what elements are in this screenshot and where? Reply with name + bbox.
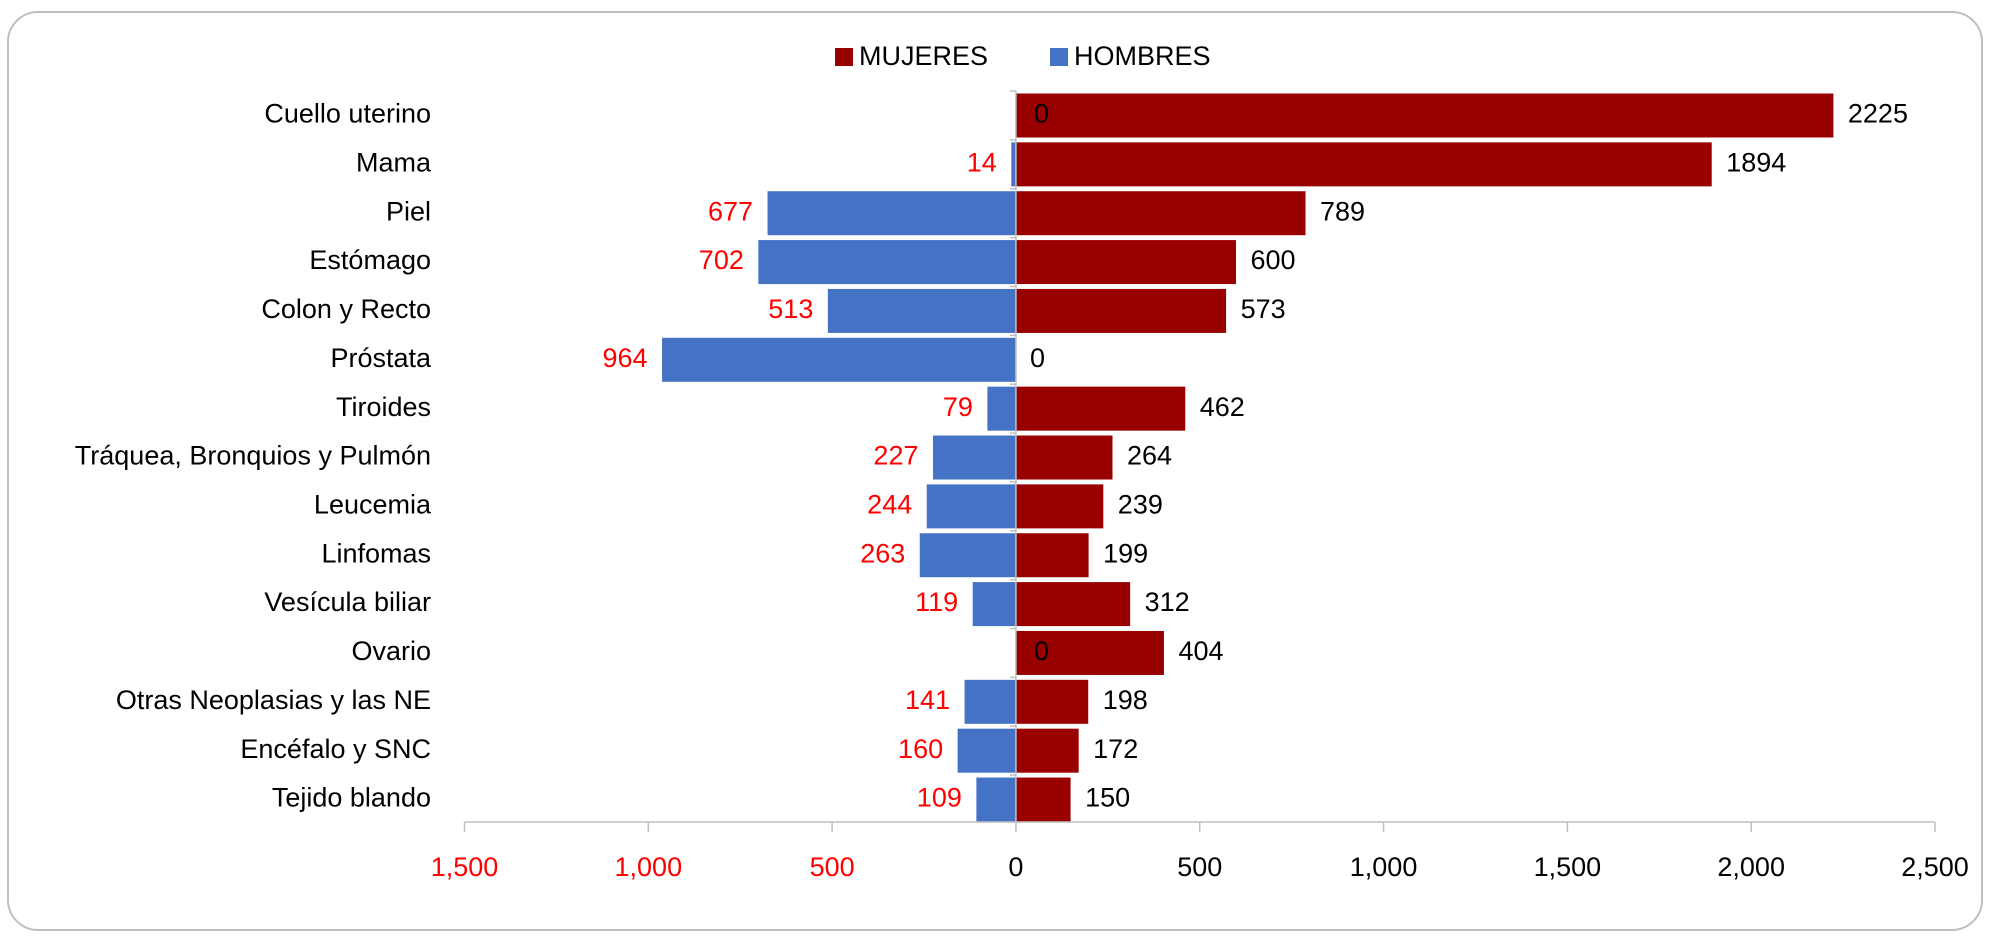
- data-label: 677: [708, 196, 753, 226]
- bar: [925, 483, 1017, 530]
- legend-swatch: [835, 48, 853, 66]
- category-label: Mama: [356, 147, 432, 177]
- data-label: 964: [602, 343, 647, 373]
- bar: [1015, 532, 1090, 579]
- legend-swatch: [1050, 48, 1069, 66]
- data-label: 462: [1200, 392, 1245, 422]
- data-label: 198: [1103, 685, 1148, 715]
- bar: [918, 532, 1017, 579]
- legend-label: MUJERES: [859, 41, 988, 71]
- data-label: 264: [1127, 441, 1172, 471]
- x-tick-label: 1,000: [1350, 852, 1418, 882]
- bar: [1015, 141, 1713, 188]
- bar: [826, 287, 1017, 334]
- data-label: 600: [1251, 245, 1296, 275]
- data-label: 150: [1085, 783, 1130, 813]
- bar: [963, 678, 1017, 725]
- bar: [956, 727, 1017, 774]
- category-label: Encéfalo y SNC: [240, 734, 431, 764]
- bar: [931, 434, 1017, 481]
- category-label: Leucemia: [314, 490, 432, 520]
- data-label: 573: [1241, 294, 1286, 324]
- bar: [1015, 581, 1132, 628]
- category-label: Vesícula biliar: [264, 587, 431, 617]
- bar: [1015, 92, 1835, 139]
- category-label: Próstata: [330, 343, 432, 373]
- category-label: Otras Neoplasias y las NE: [116, 685, 431, 715]
- category-label: Colon y Recto: [261, 294, 431, 324]
- x-tick-label: 1,000: [615, 852, 683, 882]
- category-label: Piel: [386, 196, 431, 226]
- data-label: 79: [943, 392, 973, 422]
- data-label: 109: [917, 783, 962, 813]
- x-tick-label: 500: [810, 852, 855, 882]
- x-tick-label: 2,500: [1901, 852, 1969, 882]
- category-label: Tiroides: [336, 392, 431, 422]
- data-label: 172: [1093, 734, 1138, 764]
- bar: [1015, 678, 1090, 725]
- bar: [1015, 776, 1072, 823]
- data-label: 312: [1145, 587, 1190, 617]
- category-label: Estómago: [309, 245, 431, 275]
- x-tick-label: 500: [1177, 852, 1222, 882]
- bar: [1015, 385, 1187, 432]
- bar: [971, 581, 1017, 628]
- bar: [757, 239, 1017, 286]
- category-label: Tráquea, Bronquios y Pulmón: [75, 441, 431, 471]
- x-tick-label: 0: [1008, 852, 1023, 882]
- x-tick-label: 1,500: [1534, 852, 1602, 882]
- data-label: 244: [867, 490, 912, 520]
- data-label: 160: [898, 734, 943, 764]
- bar: [986, 385, 1017, 432]
- data-label: 119: [915, 587, 958, 617]
- bar: [1015, 727, 1080, 774]
- bar: [1015, 434, 1114, 481]
- data-label: 789: [1320, 196, 1365, 226]
- data-label: 0: [1030, 343, 1045, 373]
- data-label: 2225: [1848, 99, 1908, 129]
- category-label: Ovario: [351, 636, 431, 666]
- category-label: Tejido blando: [272, 783, 431, 813]
- data-label: 404: [1178, 636, 1223, 666]
- data-label: 239: [1118, 490, 1163, 520]
- bar: [1015, 483, 1105, 530]
- data-label: 0: [1034, 636, 1049, 666]
- bar: [1015, 190, 1307, 237]
- x-tick-label: 1,500: [431, 852, 499, 882]
- bar: [1015, 287, 1228, 334]
- bar: [661, 336, 1017, 383]
- data-label: 263: [860, 538, 905, 568]
- data-label: 199: [1103, 538, 1148, 568]
- data-label: 0: [1034, 99, 1049, 129]
- data-label: 702: [699, 245, 744, 275]
- bar: [1015, 239, 1238, 286]
- data-label: 227: [873, 441, 918, 471]
- data-label: 141: [905, 685, 950, 715]
- data-label: 1894: [1726, 147, 1786, 177]
- category-label: Cuello uterino: [264, 99, 431, 129]
- data-label: 14: [967, 147, 997, 177]
- x-tick-label: 2,000: [1717, 852, 1785, 882]
- legend-label: HOMBRES: [1074, 41, 1211, 71]
- category-label: Linfomas: [321, 538, 431, 568]
- bar: [975, 776, 1017, 823]
- bar: [1010, 141, 1017, 188]
- data-label: 513: [768, 294, 813, 324]
- bar: [1015, 629, 1165, 676]
- bar: [766, 190, 1017, 237]
